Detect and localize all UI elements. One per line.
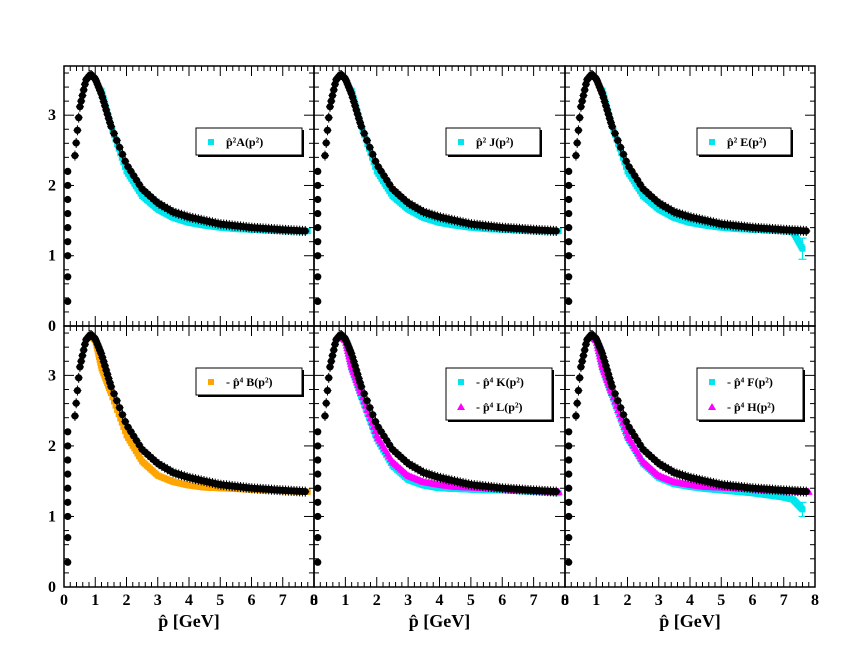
lattice-series-top-middle: [314, 69, 561, 306]
y-tick-label: 2: [48, 438, 56, 455]
lattice-point: [565, 273, 573, 281]
x-axis-label: p̂ [GeV]: [659, 611, 721, 631]
legend-label: - p̂⁴ H(p²): [727, 400, 775, 414]
lattice-point: [64, 273, 72, 281]
x-tick-label: 8: [310, 592, 318, 609]
legend-top-middle: p̂² J(p²): [445, 127, 542, 157]
y-tick-label: 0: [48, 318, 56, 335]
legend-label: - p̂⁴ L(p²): [476, 400, 523, 414]
x-tick-label: 4: [436, 592, 444, 609]
lattice-point: [314, 273, 322, 281]
x-tick-label: 6: [749, 592, 757, 609]
data-point: [112, 402, 119, 409]
panel-bottom-middle: 0 1 2 3 4 5 6 7 8 p̂ [GeV] - p̂⁴ K(p²) - p̂⁴ L(p²): [310, 325, 569, 631]
lattice-series-bottom-middle: [314, 330, 561, 566]
lattice-point: [565, 297, 573, 306]
x-tick-label: 8: [561, 592, 569, 609]
legend-marker: [709, 379, 715, 385]
legend-box: [696, 367, 804, 421]
x-tick-label: 5: [467, 592, 475, 609]
lattice-point: [314, 297, 322, 306]
x-tick-label: 5: [717, 592, 725, 609]
data-point: [117, 415, 124, 422]
legend-label: p̂² J(p²): [476, 135, 514, 149]
legend-marker: [208, 139, 214, 145]
legend-box: [445, 367, 553, 421]
legend-top-right: p̂² E(p²): [696, 127, 793, 157]
lattice-point: [64, 297, 72, 306]
panel-top-middle: p̂² J(p²): [313, 65, 566, 327]
x-tick-label: 1: [91, 592, 99, 609]
x-tick-label: 6: [248, 592, 256, 609]
y-tick-label: 3: [48, 367, 56, 384]
x-tick-label: 1: [592, 592, 600, 609]
y-tick-label: 1: [48, 248, 56, 265]
panel-top-left: 0 1 2 3 p̂²A(p²): [48, 65, 315, 335]
x-tick-label: 2: [624, 592, 632, 609]
x-tick-label: 7: [279, 592, 287, 609]
lattice-series-bottom-right: [565, 330, 811, 566]
x-tick-label: 2: [373, 592, 381, 609]
legend-bottom-middle: - p̂⁴ K(p²) - p̂⁴ L(p²): [445, 367, 554, 422]
series-top-middle-0: [348, 87, 562, 235]
legend-marker: [457, 403, 465, 410]
series-top-left-0: [98, 87, 311, 235]
x-tick-label: 6: [498, 592, 506, 609]
y-tick-label: 0: [48, 579, 56, 596]
legend-marker: [708, 403, 716, 410]
x-tick-label: 4: [686, 592, 694, 609]
lattice-series-top-right: [565, 69, 811, 306]
x-tick-label: 3: [154, 592, 162, 609]
legend-label: p̂²A(p²): [226, 135, 263, 149]
legend-marker: [458, 139, 464, 145]
x-tick-label: 4: [185, 592, 193, 609]
y-tick-label: 3: [48, 107, 56, 124]
legend-top-left: p̂²A(p²): [195, 127, 304, 157]
x-tick-label: 0: [561, 592, 569, 609]
legend-bottom-right: - p̂⁴ F(p²) - p̂⁴ H(p²): [696, 367, 805, 422]
legend-marker: [208, 379, 214, 385]
x-tick-label: 0: [310, 592, 318, 609]
x-axis-label: p̂ [GeV]: [158, 611, 220, 631]
panel-bottom-right: 0 1 2 3 4 5 6 7 8 p̂ [GeV] - p̂⁴ F(p²) - p̂⁴ H(p²): [561, 325, 819, 631]
legend-marker: [458, 379, 464, 385]
y-tick-label: 2: [48, 177, 56, 194]
panel-bottom-left: 0 1 2 3 0 1 2 3 4 5 6 7 8 p̂ [GeV] - p̂⁴ B(p²): [48, 325, 318, 631]
x-tick-label: 2: [123, 592, 131, 609]
x-tick-label: 3: [404, 592, 412, 609]
x-tick-label: 7: [780, 592, 788, 609]
lattice-point: [565, 558, 573, 566]
data-point: [121, 428, 128, 435]
x-axis-label: p̂ [GeV]: [409, 611, 471, 631]
legend-marker: [709, 139, 715, 145]
x-tick-label: 5: [216, 592, 224, 609]
legend-label: p̂² E(p²): [727, 135, 767, 149]
lattice-point: [314, 558, 322, 566]
x-tick-label: 8: [811, 592, 819, 609]
x-tick-label: 3: [655, 592, 663, 609]
legend-label: - p̂⁴ F(p²): [727, 375, 773, 389]
legend-label: - p̂⁴ B(p²): [226, 375, 273, 389]
lattice-series-top-left: [64, 69, 310, 306]
data-point: [109, 394, 116, 401]
x-tick-label: 1: [341, 592, 349, 609]
data-point: [120, 423, 127, 430]
legend-label: - p̂⁴ K(p²): [476, 375, 524, 389]
lattice-point: [565, 534, 573, 542]
panel-top-right: p̂² E(p²): [564, 65, 816, 327]
x-tick-label: 7: [530, 592, 538, 609]
lattice-point: [64, 534, 72, 542]
lattice-point: [64, 558, 72, 566]
x-tick-label: 0: [60, 592, 68, 609]
legend-bottom-left: - p̂⁴ B(p²): [195, 367, 304, 397]
lattice-point: [314, 534, 322, 542]
y-tick-label: 1: [48, 508, 56, 525]
